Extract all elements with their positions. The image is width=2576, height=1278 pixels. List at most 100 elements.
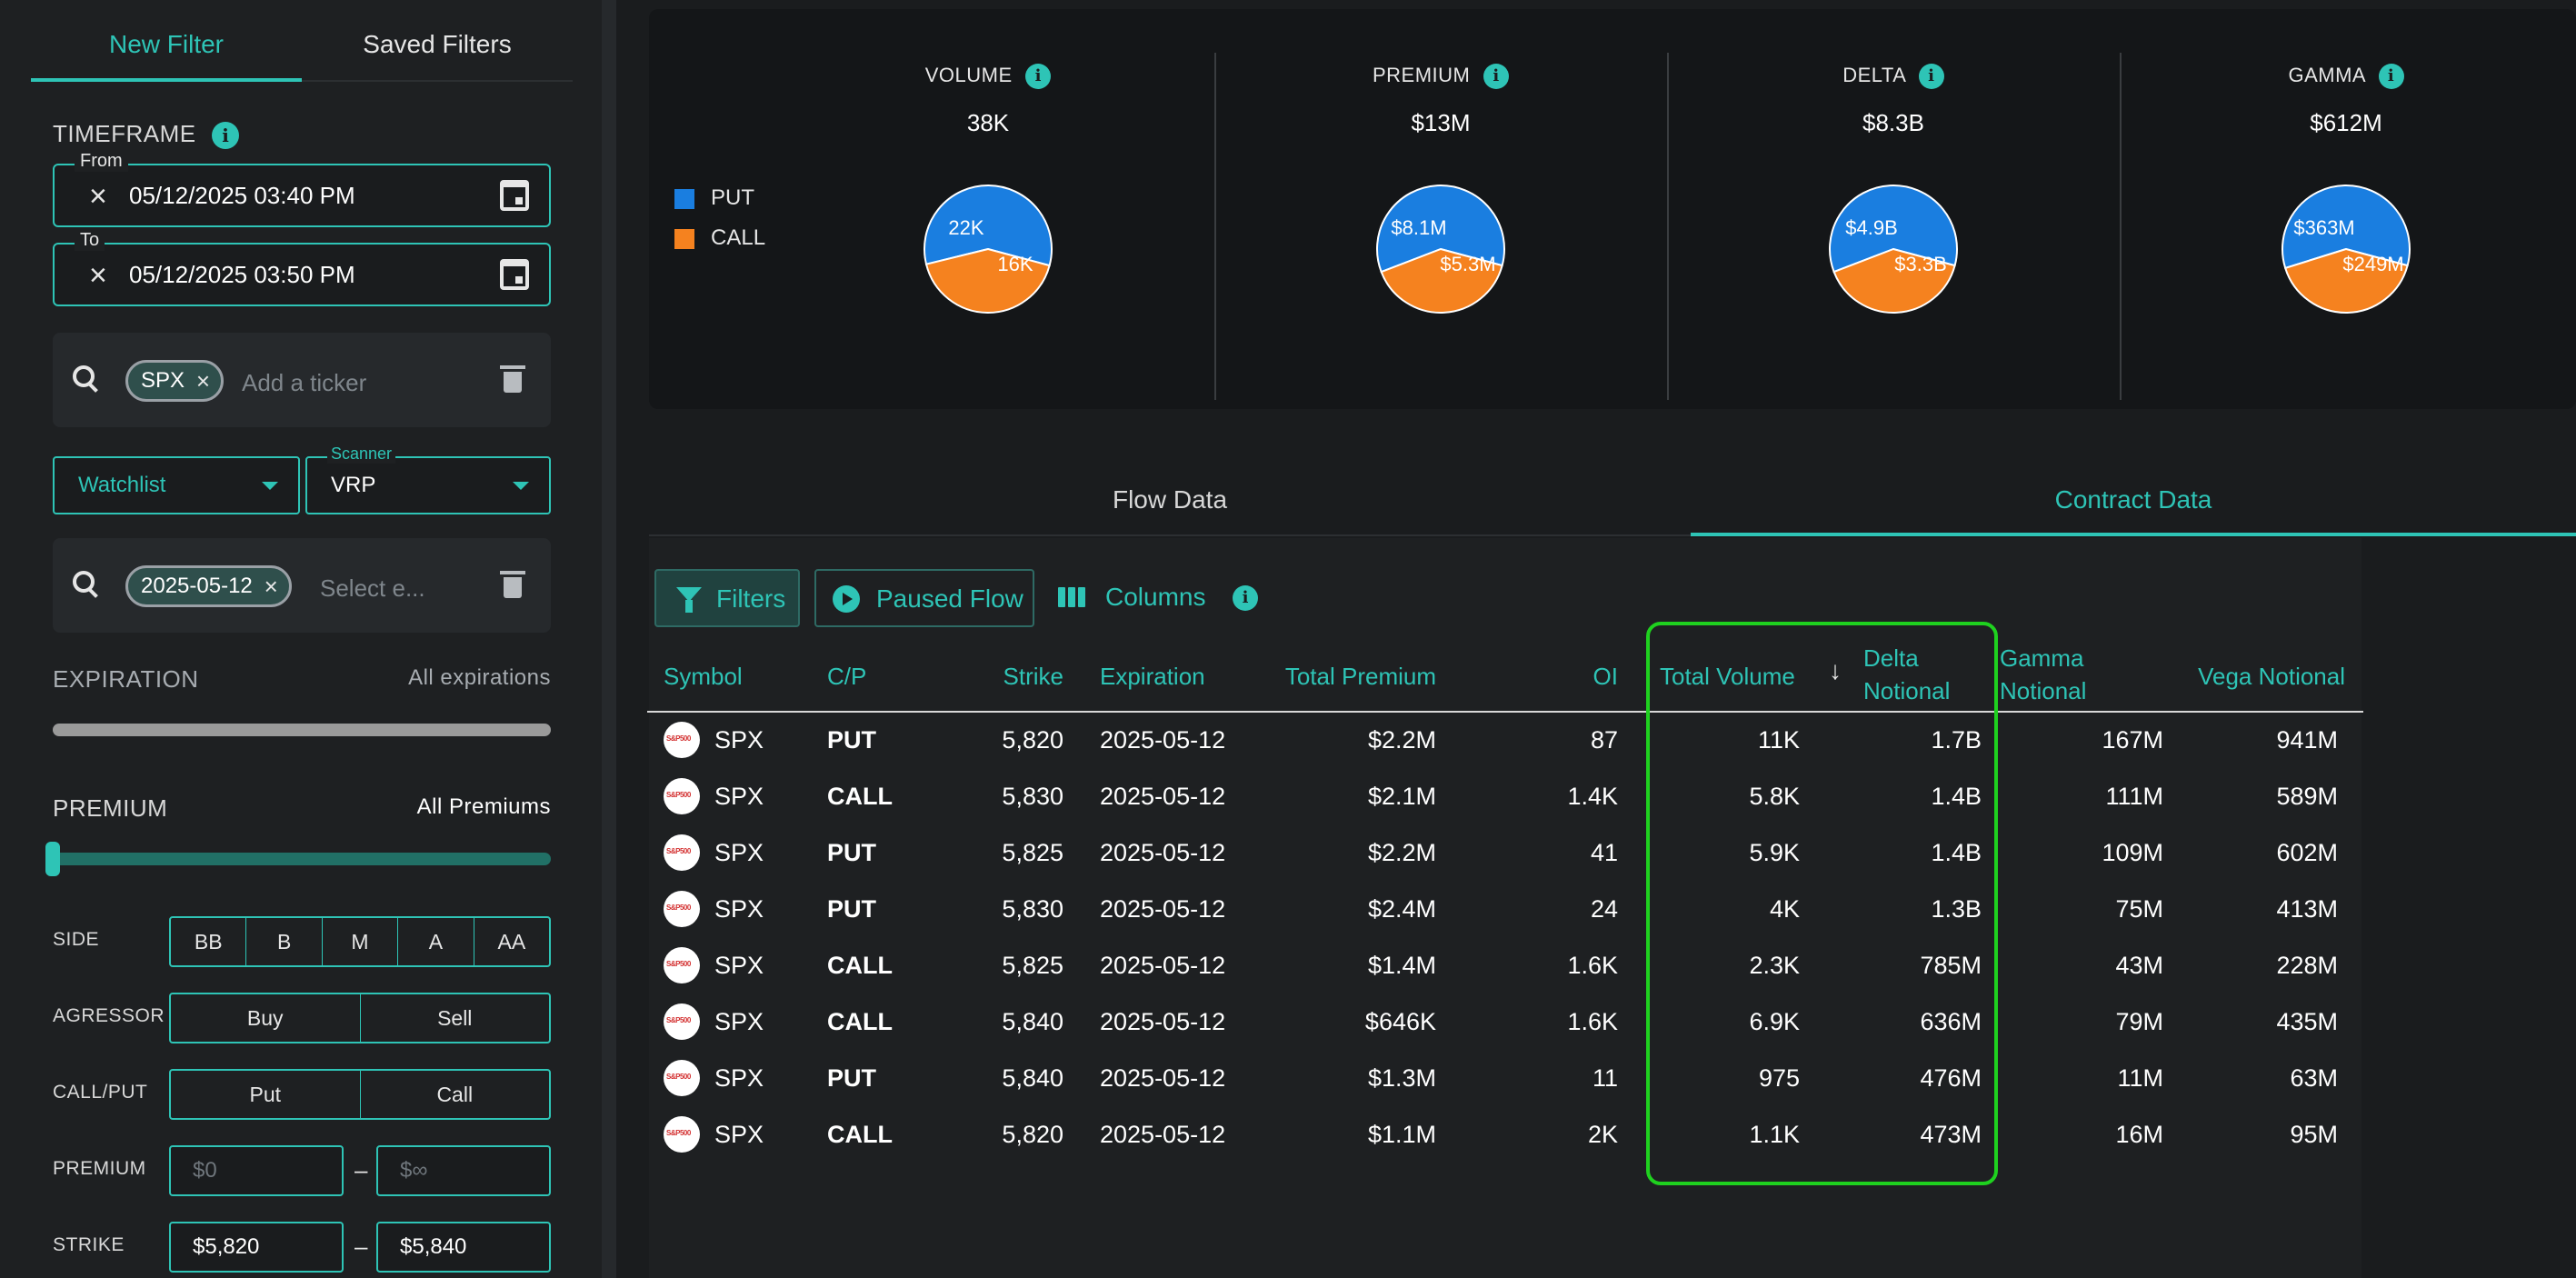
cell-total-volume: 4K: [1769, 895, 1800, 923]
ticker-chip[interactable]: SPX ×: [125, 360, 225, 402]
cell-gamma-notional: 16M: [2115, 1121, 2163, 1148]
col-header-gamma-notional[interactable]: Gamma Notional: [2000, 642, 2086, 707]
col-header-total-premium[interactable]: Total Premium: [1284, 663, 1436, 690]
tab-flow-data[interactable]: Flow Data: [1112, 485, 1228, 514]
agressor-buy[interactable]: Buy: [171, 994, 361, 1042]
watchlist-value: Watchlist: [78, 473, 166, 497]
remove-chip-icon[interactable]: ×: [195, 367, 211, 394]
col-header-oi[interactable]: OI: [1593, 663, 1618, 690]
info-icon[interactable]: i: [1483, 64, 1509, 90]
cell-strike: 5,825: [1002, 839, 1063, 866]
info-icon[interactable]: i: [1918, 64, 1944, 90]
cell-total-volume: 975: [1758, 1064, 1800, 1092]
header-divider: [647, 711, 2363, 713]
cell-gamma-notional: 167M: [2102, 726, 2163, 754]
from-date-value: 05/12/2025 03:40 PM: [129, 182, 355, 209]
tab-new-filter[interactable]: New Filter: [31, 18, 302, 82]
info-icon[interactable]: i: [1233, 585, 1258, 611]
strike-max-input[interactable]: $5,840: [376, 1222, 551, 1273]
cell-expiration: 2025-05-12: [1100, 839, 1226, 866]
clear-to-icon[interactable]: ×: [89, 258, 107, 293]
col-header-cp[interactable]: C/P: [827, 663, 867, 690]
call-swatch: [674, 228, 694, 249]
from-date-field[interactable]: From × 05/12/2025 03:40 PM: [53, 151, 551, 227]
trash-icon[interactable]: [500, 365, 525, 393]
info-icon[interactable]: i: [212, 122, 240, 150]
premium-slider[interactable]: [53, 853, 551, 865]
cell-oi: 2K: [1587, 1121, 1618, 1148]
expiration-slider[interactable]: [53, 724, 551, 736]
legend-call-label: CALL: [711, 225, 766, 250]
watchlist-select[interactable]: Watchlist: [53, 456, 300, 514]
tab-saved-filters[interactable]: Saved Filters: [363, 30, 512, 58]
clear-from-icon[interactable]: ×: [89, 179, 107, 214]
premium-slider-handle[interactable]: [45, 842, 60, 876]
side-option-m[interactable]: M: [323, 918, 399, 965]
cell-strike: 5,830: [1002, 783, 1063, 810]
columns-icon: [1058, 587, 1085, 607]
cell-delta-notional: 473M: [1920, 1121, 1982, 1148]
info-icon[interactable]: i: [1025, 64, 1052, 90]
search-icon: [73, 365, 98, 391]
filters-button[interactable]: Filters: [654, 569, 800, 627]
expiration-chip[interactable]: 2025-05-12 ×: [125, 565, 292, 607]
cell-expiration: 2025-05-12: [1100, 1121, 1226, 1148]
divider: [2120, 53, 2122, 400]
side-option-a[interactable]: A: [398, 918, 474, 965]
cell-strike: 5,830: [1002, 895, 1063, 923]
cell-gamma-notional: 111M: [2105, 783, 2163, 810]
callput-call[interactable]: Call: [436, 1083, 474, 1106]
side-option-bb[interactable]: BB: [171, 918, 247, 965]
remove-chip-icon[interactable]: ×: [264, 573, 278, 600]
ticker-input[interactable]: Add a ticker: [242, 369, 367, 396]
cell-total-premium: $2.1M: [1367, 783, 1436, 810]
cell-expiration: 2025-05-12: [1100, 1008, 1226, 1035]
calendar-icon[interactable]: [500, 259, 529, 290]
col-header-strike[interactable]: Strike: [1003, 663, 1063, 690]
strike-min-input[interactable]: $5,820: [169, 1222, 344, 1273]
side-option-aa[interactable]: AA: [497, 930, 526, 954]
metric-volume: VOLUME i 38K: [788, 64, 1188, 137]
volume-pie: 22K 16K: [924, 185, 1053, 314]
info-icon[interactable]: i: [2378, 64, 2404, 90]
cell-cp: PUT: [827, 1064, 876, 1092]
callput-put[interactable]: Put: [171, 1071, 361, 1118]
col-header-vega-notional[interactable]: Vega Notional: [2198, 663, 2345, 690]
pie-label-put: 22K: [948, 216, 983, 239]
sort-descending-icon[interactable]: ↓: [1829, 656, 1842, 684]
pie-slice-put: [2281, 185, 2411, 270]
cell-total-premium: $1.4M: [1367, 952, 1436, 979]
cell-oi: 1.6K: [1567, 1008, 1618, 1035]
premium-min-input[interactable]: $0: [169, 1145, 344, 1196]
col-header-symbol[interactable]: Symbol: [664, 663, 743, 690]
col-header-total-volume[interactable]: Total Volume: [1660, 663, 1795, 690]
expiration-chip-label: 2025-05-12: [141, 574, 253, 598]
col-header-delta-notional[interactable]: Delta Notional: [1863, 642, 1950, 707]
spx-logo-icon: [664, 1060, 700, 1096]
side-label: SIDE: [53, 929, 100, 950]
gamma-pie: $363M $249M: [2281, 185, 2411, 314]
pie-label-call: 16K: [997, 253, 1033, 275]
sidebar-divider: [602, 0, 616, 1278]
cell-vega-notional: 435M: [2276, 1008, 2338, 1035]
cell-total-volume: 5.8K: [1749, 783, 1800, 810]
calendar-icon[interactable]: [500, 180, 529, 211]
to-date-field[interactable]: To × 05/12/2025 03:50 PM: [53, 230, 551, 306]
columns-button[interactable]: Columns: [1051, 569, 1233, 627]
agressor-label: AGRESSOR: [53, 1005, 165, 1026]
columns-label: Columns: [1105, 583, 1206, 611]
pie-slice-call: [924, 247, 1051, 314]
col-header-expiration[interactable]: Expiration: [1100, 663, 1205, 690]
trash-icon[interactable]: [500, 571, 525, 598]
legend-call: CALL: [674, 225, 765, 251]
premium-max-input[interactable]: $∞: [376, 1145, 551, 1196]
cell-vega-notional: 63M: [2290, 1064, 2338, 1092]
agressor-sell[interactable]: Sell: [437, 1006, 473, 1030]
paused-flow-button[interactable]: Paused Flow: [814, 569, 1034, 627]
tab-contract-data[interactable]: Contract Data: [1691, 465, 2576, 536]
expiration-input[interactable]: Select e...: [320, 574, 425, 602]
side-option-b[interactable]: B: [246, 918, 323, 965]
scanner-select[interactable]: Scanner VRP: [305, 444, 551, 514]
cell-expiration: 2025-05-12: [1100, 726, 1226, 754]
